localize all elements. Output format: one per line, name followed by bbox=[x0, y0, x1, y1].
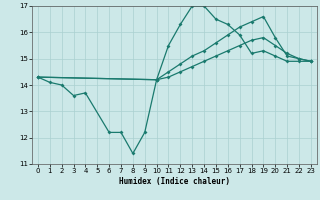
X-axis label: Humidex (Indice chaleur): Humidex (Indice chaleur) bbox=[119, 177, 230, 186]
